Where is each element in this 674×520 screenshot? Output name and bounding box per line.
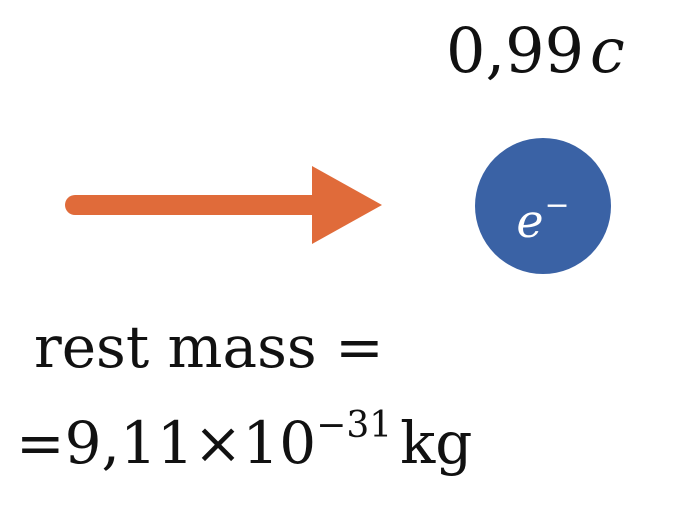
rest-mass-exponent: −31 [316,405,393,446]
electron-charge: − [544,188,570,223]
speed-value: 0,99 [446,14,585,87]
rest-mass-times: × [193,409,243,477]
rest-mass-base: 10 [242,409,317,477]
rest-mass-label: rest mass = [34,313,384,381]
speed-unit: c [590,14,625,87]
electron-particle: e− [475,138,611,274]
electron-symbol: e [516,194,544,248]
speed-label: 0,99c [446,20,625,82]
rest-mass-mantissa: 9,11 [64,409,194,477]
rest-mass-equals: = [16,409,65,477]
velocity-arrow [65,166,382,244]
rest-mass-unit: kg [400,409,473,477]
rest-mass-value: =9,11×10−31 kg [16,405,472,473]
